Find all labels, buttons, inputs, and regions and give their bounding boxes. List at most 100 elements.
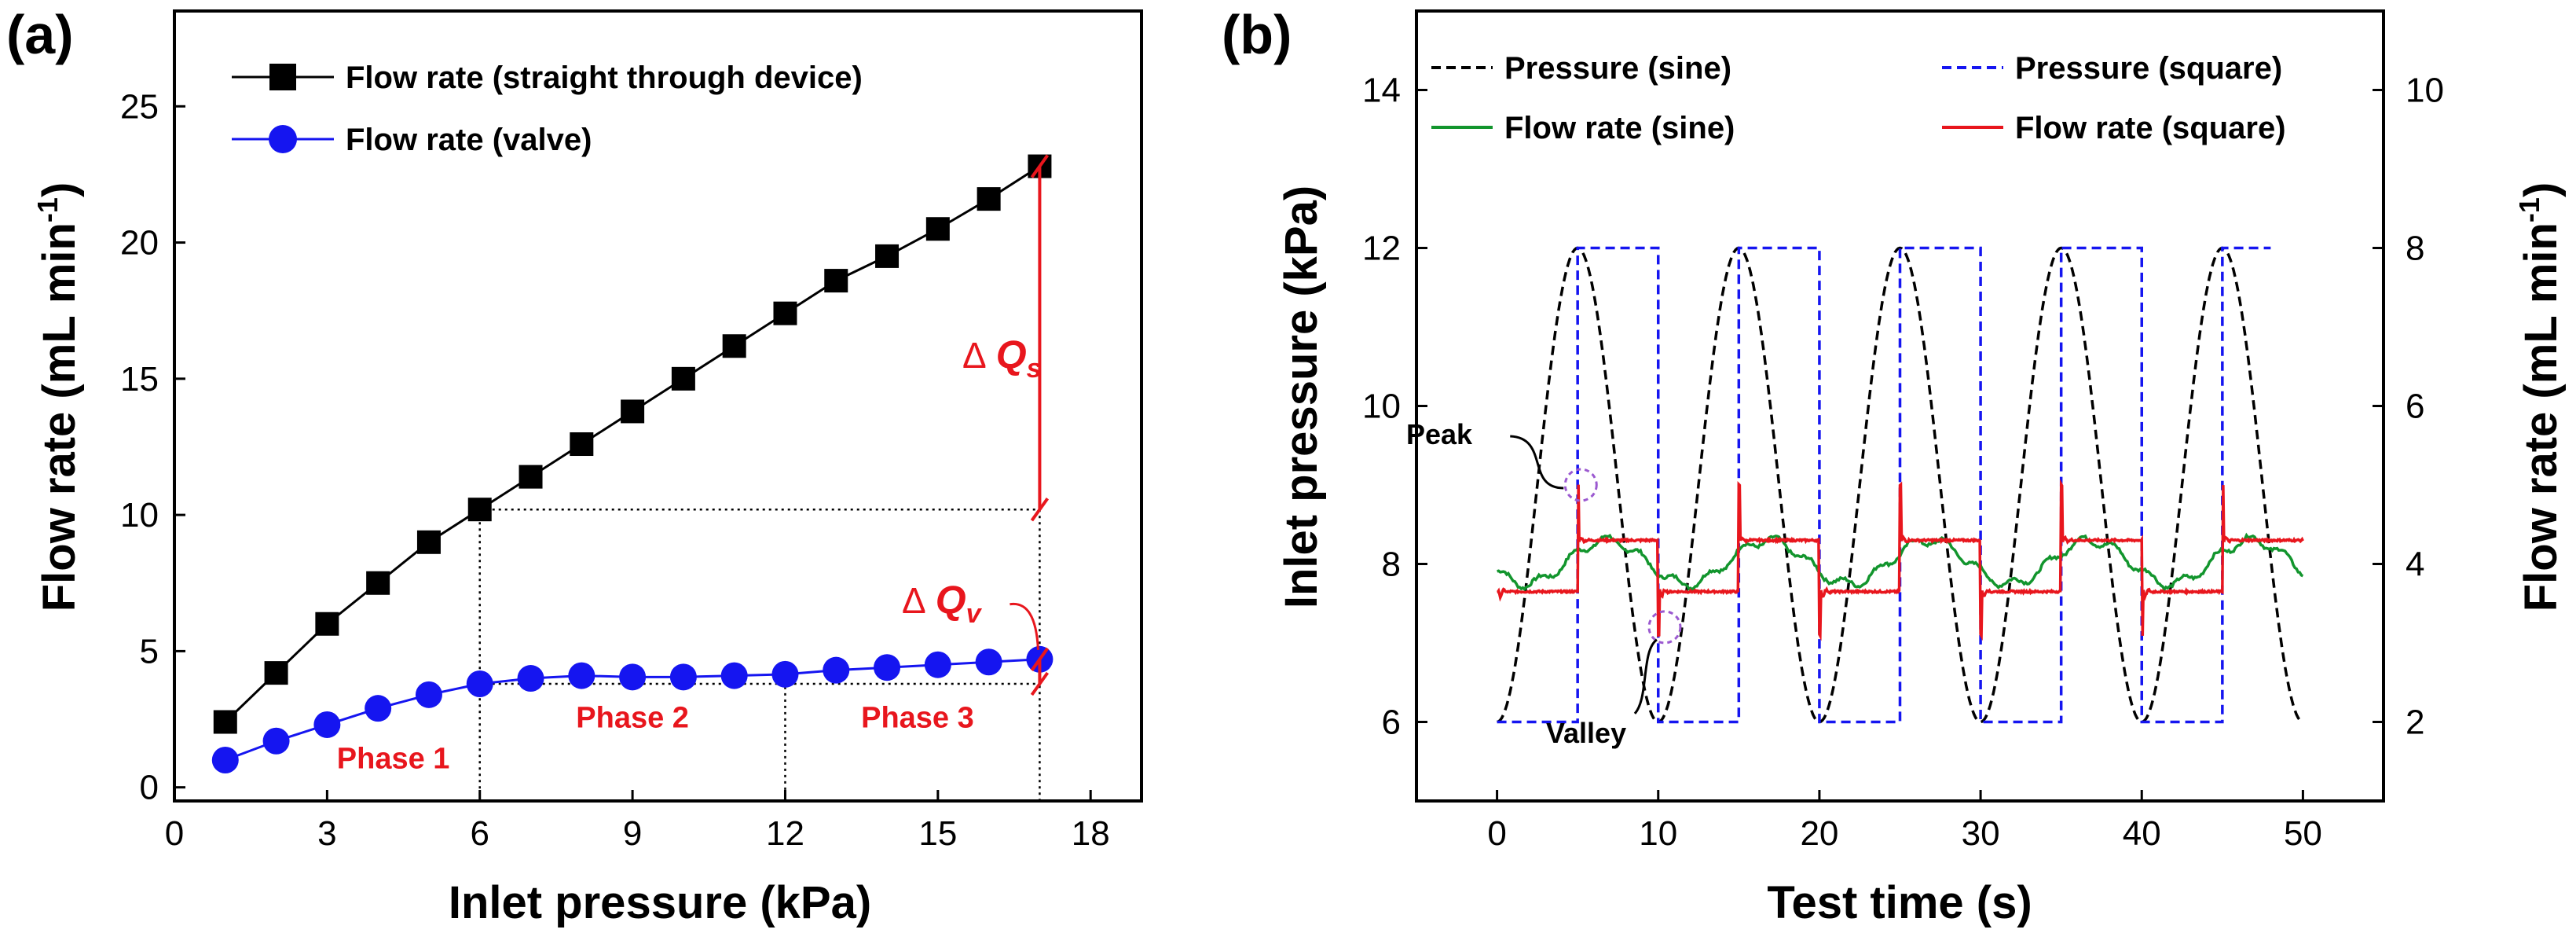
series-pressure-sine xyxy=(1497,246,2303,724)
panel-b-right-axis-title-main: Flow rate (mL min xyxy=(2516,222,2567,612)
panel-b-legend: Pressure (sine) Pressure (square) Flow r… xyxy=(1431,51,2286,145)
panel-a-legend: Flow rate (straight through device) Flow… xyxy=(232,61,863,157)
y-tick-label: 25 xyxy=(120,87,159,126)
data-point-straight xyxy=(213,710,237,734)
panel-a-y-axis-title-sup: -1 xyxy=(31,197,64,222)
legend-label-pressure-sine: Pressure (sine) xyxy=(1504,51,1731,86)
panel-a-chart: (a) 0 3 6 9 12 15 18 0 5 10 15 20 25 Inlet pressure … xyxy=(6,4,1143,928)
left-y-tick-label: 6 xyxy=(1382,703,1401,742)
delta-qs-label: Δ Qs xyxy=(962,332,1042,384)
panel-b-left-axis-title: Inlet pressure (kPa) xyxy=(1276,185,1327,608)
data-point-straight xyxy=(621,399,645,424)
x-tick-label: 12 xyxy=(766,814,804,853)
delta-qs-sub: s xyxy=(1027,354,1042,384)
y-tick-label: 5 xyxy=(140,632,159,670)
delta-qv-q: Q xyxy=(936,578,966,622)
x-tick-label: 0 xyxy=(165,814,184,853)
left-y-tick-label: 14 xyxy=(1362,72,1401,110)
right-y-tick-label: 6 xyxy=(2406,388,2424,426)
legend-label-flow-sine: Flow rate (sine) xyxy=(1504,111,1735,145)
data-point-straight xyxy=(467,498,492,522)
data-point-valve xyxy=(924,651,951,678)
panel-b-chart: (b) 0 10 20 30 40 50 6 8 10 12 14 2 4 6 8 10 Test time … xyxy=(1222,4,2567,928)
data-point-valve xyxy=(669,663,697,691)
legend-label-valve: Flow rate (valve) xyxy=(346,123,592,157)
x-tick-label: 20 xyxy=(1800,814,1838,853)
data-point-straight xyxy=(315,612,339,636)
valley-leader xyxy=(1633,638,1658,714)
panel-b-x-axis-title: Test time (s) xyxy=(1767,877,2032,928)
x-tick-label: 40 xyxy=(2123,814,2161,853)
data-point-valve xyxy=(415,681,442,708)
delta-qv-label: Δ Qv xyxy=(902,578,983,629)
data-point-valve xyxy=(771,660,799,688)
phase-2-label: Phase 2 xyxy=(576,701,689,734)
panel-a-series xyxy=(211,154,1053,774)
series-line-straight xyxy=(224,165,1041,723)
y-tick-label: 0 xyxy=(140,769,159,807)
data-point-straight xyxy=(722,334,746,358)
panel-b-label: (b) xyxy=(1222,4,1292,65)
delta-qv-prefix: Δ xyxy=(902,580,926,621)
panel-b-annotations xyxy=(1510,435,1682,714)
delta-qs-prefix: Δ xyxy=(962,335,987,376)
legend-label-straight: Flow rate (straight through device) xyxy=(346,61,863,95)
delta-qv-leader xyxy=(1010,602,1039,650)
x-tick-label: 9 xyxy=(623,814,642,853)
data-point-straight xyxy=(977,187,1001,211)
panel-a-guides xyxy=(478,508,1041,801)
x-tick-label: 10 xyxy=(1639,814,1677,853)
right-y-tick-label: 4 xyxy=(2406,545,2424,584)
y-tick-label: 15 xyxy=(120,360,159,399)
panel-a-y-axis-title-main: Flow rate (mL min xyxy=(34,222,85,612)
delta-qs-tick xyxy=(1030,154,1050,178)
delta-qv-sub: v xyxy=(966,599,983,629)
left-y-tick-label: 10 xyxy=(1362,388,1401,426)
data-point-valve xyxy=(975,648,1002,676)
data-point-straight xyxy=(416,530,441,554)
data-point-valve xyxy=(313,711,341,738)
data-point-valve xyxy=(720,662,748,689)
phase-1-label: Phase 1 xyxy=(337,742,450,775)
x-tick-label: 15 xyxy=(918,814,957,853)
data-point-straight xyxy=(570,432,594,457)
panel-a-plot-frame xyxy=(173,9,1143,803)
panel-a-label: (a) xyxy=(6,4,74,65)
data-point-straight xyxy=(518,465,543,489)
data-point-valve xyxy=(619,663,647,691)
panel-b-series xyxy=(1497,246,2304,724)
data-point-valve xyxy=(262,727,290,755)
series-pressure-square xyxy=(1497,246,2271,724)
y-tick-label: 20 xyxy=(120,224,159,263)
delta-qs-q: Q xyxy=(996,332,1027,377)
x-tick-label: 6 xyxy=(470,814,489,853)
data-point-straight xyxy=(366,571,390,595)
data-point-straight xyxy=(824,269,848,293)
panel-b-right-axis-title: Flow rate (mL min-1) xyxy=(2513,182,2567,612)
data-point-straight xyxy=(875,244,900,268)
left-y-tick-label: 8 xyxy=(1382,545,1401,584)
valley-label: Valley xyxy=(1546,717,1626,749)
panel-b-ticks: 0 10 20 30 40 50 6 8 10 12 14 2 4 6 8 10 xyxy=(1362,72,2444,854)
data-point-straight xyxy=(773,301,797,325)
data-point-straight xyxy=(264,661,288,685)
peak-marker xyxy=(1563,468,1598,502)
panel-a-y-axis-title: Flow rate (mL min-1) xyxy=(31,182,85,612)
right-y-tick-label: 2 xyxy=(2406,703,2424,742)
panel-a-delta-markers xyxy=(1010,154,1050,696)
left-y-tick-label: 12 xyxy=(1362,230,1401,268)
data-point-straight xyxy=(671,366,695,391)
data-point-valve xyxy=(211,747,239,774)
legend-label-flow-square: Flow rate (square) xyxy=(2015,111,2286,145)
panel-a-y-axis-title-end: ) xyxy=(34,182,85,197)
data-point-valve xyxy=(874,654,901,681)
data-point-valve xyxy=(466,670,493,697)
peak-leader xyxy=(1510,435,1564,490)
data-point-straight xyxy=(925,217,950,241)
x-tick-label: 18 xyxy=(1072,814,1110,853)
panel-b-right-axis-title-end: ) xyxy=(2516,182,2567,197)
phase-3-label: Phase 3 xyxy=(861,701,974,734)
x-tick-label: 50 xyxy=(2284,814,2322,853)
x-tick-label: 30 xyxy=(1962,814,2000,853)
